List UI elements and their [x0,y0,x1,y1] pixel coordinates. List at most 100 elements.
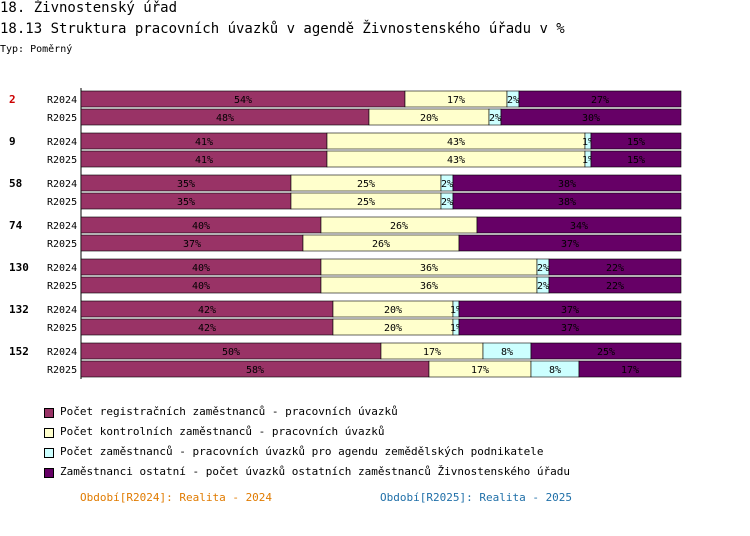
group-label: 9 [9,135,16,148]
group-label: 74 [9,219,23,232]
data-label: 58% [246,365,264,376]
chart-title: 18.13 Struktura pracovních úvazků v agen… [0,21,565,37]
data-label: 2% [441,197,453,208]
period-label-2024: Období[R2024]: Realita - 2024 [80,491,273,504]
bar-segment [590,132,682,150]
period-tick-label: R2025 [47,281,77,292]
period-label-2025: Období[R2025]: Realita - 2025 [380,491,573,504]
legend-label: Počet registračních zaměstnanců - pracov… [60,405,398,418]
bar-segment [452,192,682,210]
data-label: 8% [501,347,513,358]
bar-segment [458,300,682,318]
legend-label: Zaměstnanci ostatní - počet úvazků ostat… [60,465,570,478]
data-label: 1% [450,323,462,334]
data-label: 43% [447,155,465,166]
period-tick-label: R2024 [47,179,77,190]
period-tick-label: R2025 [47,239,77,250]
legend-swatch [44,448,54,458]
bar-segment [578,360,682,378]
period-tick-label: R2025 [47,365,77,376]
legend-swatch [44,428,54,438]
period-tick-label: R2025 [47,323,77,334]
data-label: 15% [627,137,645,148]
data-label: 2% [489,113,501,124]
period-tick-label: R2025 [47,155,77,166]
data-label: 36% [420,281,438,292]
bar-segment [530,342,682,360]
period-tick-label: R2024 [47,263,77,274]
data-label: 37% [561,239,579,250]
legend-swatch [44,408,54,418]
bar-segment [452,174,682,192]
data-label: 2% [441,179,453,190]
data-label: 22% [606,263,624,274]
period-tick-label: R2024 [47,347,77,358]
page-title: 18. Živnostenský úřad [0,0,178,16]
data-label: 37% [183,239,201,250]
stacked-bar-chart: 2 R2024 54% 17% 2% 27% R2025 48% 20% 2% 30% 9 R2024 4… [9,88,682,379]
period-tick-label: R2024 [47,137,77,148]
bar-segment [548,258,682,276]
bar-segment [590,150,682,168]
data-label: 20% [384,323,402,334]
data-label: 20% [384,305,402,316]
bar-segment [500,108,682,126]
data-label: 2% [537,263,549,274]
bar-segment [548,276,682,294]
legend-swatch [44,468,54,478]
period-tick-label: R2024 [47,95,77,106]
data-label: 40% [192,221,210,232]
data-label: 50% [222,347,240,358]
data-label: 8% [549,365,561,376]
data-label: 36% [420,263,438,274]
data-label: 26% [390,221,408,232]
chart-type-label: Typ: Poměrný [0,44,73,55]
group-label: 130 [9,261,29,274]
legend-label: Počet kontrolních zaměstnanců - pracovní… [60,425,385,438]
data-label: 17% [447,95,465,106]
data-label: 17% [471,365,489,376]
bar-segment [476,216,682,234]
data-label: 2% [537,281,549,292]
data-label: 40% [192,281,210,292]
data-label: 2% [507,95,519,106]
data-label: 42% [198,305,216,316]
group-label: 152 [9,345,29,358]
data-label: 1% [582,137,594,148]
data-label: 17% [423,347,441,358]
data-label: 54% [234,95,252,106]
bar-segment [458,234,682,252]
bar-segment [458,318,682,336]
data-label: 15% [627,155,645,166]
data-label: 35% [177,197,195,208]
legend-label: Počet zaměstnanců - pracovních úvazků pr… [60,445,544,458]
data-label: 1% [450,305,462,316]
data-label: 26% [372,239,390,250]
bar-segment [518,90,682,108]
data-label: 20% [420,113,438,124]
data-label: 40% [192,263,210,274]
period-tick-label: R2025 [47,197,77,208]
data-label: 30% [582,113,600,124]
data-label: 25% [597,347,615,358]
period-tick-label: R2025 [47,113,77,124]
data-label: 42% [198,323,216,334]
group-label: 132 [9,303,29,316]
data-label: 25% [357,179,375,190]
data-label: 27% [591,95,609,106]
group-label: 58 [9,177,22,190]
data-label: 38% [558,197,576,208]
data-label: 38% [558,179,576,190]
group-label: 2 [9,93,16,106]
data-label: 41% [195,137,213,148]
data-label: 35% [177,179,195,190]
data-label: 41% [195,155,213,166]
data-label: 37% [561,305,579,316]
data-label: 1% [582,155,594,166]
data-label: 43% [447,137,465,148]
data-label: 25% [357,197,375,208]
data-label: 48% [216,113,234,124]
period-tick-label: R2024 [47,305,77,316]
period-tick-label: R2024 [47,221,77,232]
data-label: 34% [570,221,588,232]
